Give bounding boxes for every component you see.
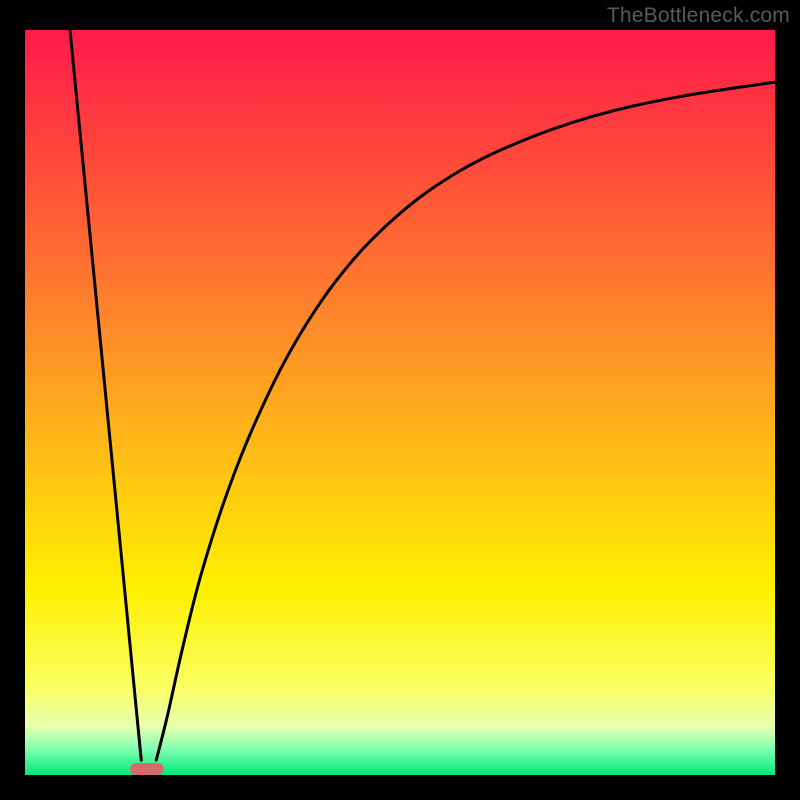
gradient-background: [25, 30, 775, 775]
bottleneck-chart: [25, 30, 775, 775]
chart-container: TheBottleneck.com: [0, 0, 800, 800]
plot-area: [25, 30, 775, 775]
minimum-marker: [130, 763, 164, 775]
watermark-text: TheBottleneck.com: [607, 4, 790, 28]
